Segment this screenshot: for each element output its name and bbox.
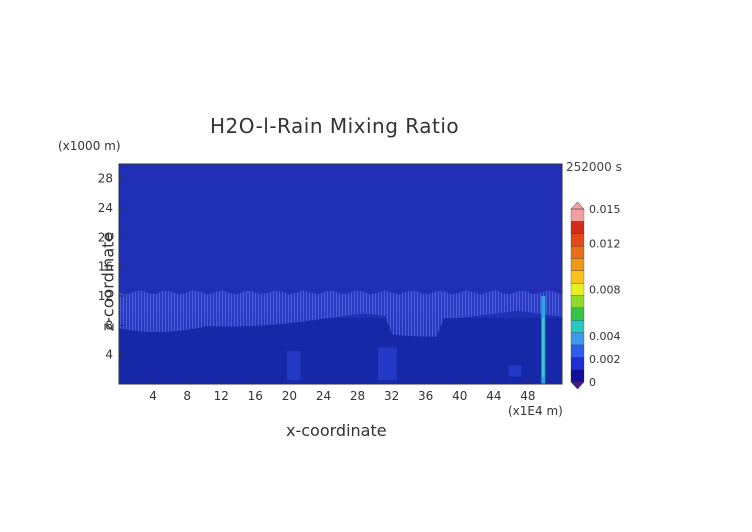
x-tick-label: 8	[183, 389, 191, 403]
colorbar-segment	[570, 233, 585, 247]
rain-streak-core	[542, 318, 545, 377]
y-tick-label: 16	[98, 260, 113, 274]
x-tick-label: 32	[384, 389, 399, 403]
faint-patch	[508, 365, 522, 377]
colorbar-tick-label: 0.004	[589, 330, 621, 343]
y-tick-label: 8	[105, 318, 113, 332]
colorbar-segment	[570, 320, 585, 333]
colorbar-segment	[570, 282, 585, 296]
y-tick-label: 12	[98, 289, 113, 303]
x-tick-label: 12	[214, 389, 229, 403]
y-unit-label: (x1000 m)	[58, 139, 121, 153]
colorbar-segment	[570, 208, 585, 222]
colorbar-segment	[570, 369, 585, 383]
x-tick-label: 44	[486, 389, 501, 403]
x-tick-label: 36	[418, 389, 433, 403]
colorbar-segment	[570, 245, 585, 259]
x-tick-label: 24	[316, 389, 331, 403]
x-tick-label: 20	[282, 389, 297, 403]
time-label: 252000 s	[566, 160, 622, 174]
colorbar-segment	[570, 258, 585, 271]
x-tick-label: 28	[350, 389, 365, 403]
colorbar-high-arrow	[570, 201, 585, 210]
colorbar-segment	[570, 344, 585, 358]
colorbar-tick-label: 0	[589, 376, 596, 389]
x-tick-label: 48	[520, 389, 535, 403]
colorbar-low-arrow	[570, 381, 585, 390]
colorbar-segment	[570, 332, 585, 346]
colorbar-segment	[570, 221, 585, 234]
y-tick-label: 20	[98, 230, 113, 244]
colorbar-tick-label: 0.002	[589, 353, 621, 366]
x-tick-label: 16	[248, 389, 263, 403]
lower-region	[119, 318, 562, 384]
x-unit-label: (x1E4 m)	[508, 404, 563, 418]
x-tick-label: 4	[149, 389, 157, 403]
x-axis-label: x-coordinate	[286, 421, 387, 440]
colorbar-tick-label: 0.008	[589, 284, 621, 297]
colorbar-segment	[570, 307, 585, 321]
plot-frame	[118, 163, 563, 385]
faint-patch	[377, 347, 397, 381]
y-tick-label: 24	[98, 201, 113, 215]
colorbar-tick-label: 0.012	[589, 238, 621, 251]
rain-band	[119, 290, 562, 337]
x-tick-label: 40	[452, 389, 467, 403]
colorbar-segment	[570, 295, 585, 309]
colorbar-segment	[570, 357, 585, 370]
colorbar-tick-label: 0.015	[589, 203, 621, 216]
y-tick-label: 4	[105, 348, 113, 362]
y-tick-label: 28	[98, 172, 113, 186]
chart-title: H2O-l-Rain Mixing Ratio	[210, 114, 460, 138]
faint-patch	[286, 351, 301, 381]
colorbar-segment	[570, 270, 585, 284]
